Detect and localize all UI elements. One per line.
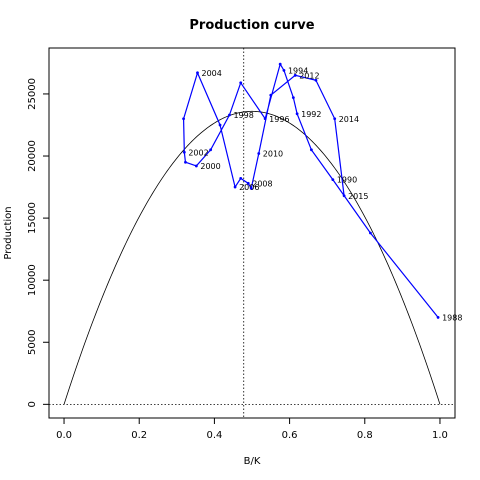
y-tick-label-15000: 15000 — [27, 202, 38, 234]
x-tick-label-0.4: 0.4 — [206, 430, 222, 441]
data-point-2001 — [184, 160, 187, 164]
point-label-2015: 2015 — [348, 192, 368, 201]
point-label-1988: 1988 — [442, 313, 462, 322]
point-label-2014: 2014 — [339, 115, 359, 124]
x-tick-label-1.0: 1.0 — [432, 430, 448, 441]
data-point-2007 — [239, 176, 243, 180]
data-point-2002 — [182, 150, 186, 154]
point-label-1992: 1992 — [301, 110, 321, 119]
data-point-2012 — [293, 73, 297, 77]
data-point-2003 — [182, 117, 185, 121]
data-point-1991 — [309, 148, 313, 152]
data-point-2014 — [333, 117, 337, 121]
data-point-1988 — [436, 316, 440, 319]
y-axis-label: Production — [3, 206, 14, 259]
point-label-1994: 1994 — [288, 66, 308, 75]
data-point-1998 — [228, 113, 231, 117]
data-point-1989 — [369, 231, 372, 235]
plot-frame — [48, 47, 456, 419]
data-point-2005 — [218, 123, 222, 127]
x-tick-label-0.0: 0.0 — [56, 430, 72, 441]
model-curve — [63, 110, 441, 405]
x-axis-label: B/K — [244, 456, 261, 467]
point-label-2000: 2000 — [200, 162, 220, 171]
data-point-1995 — [278, 62, 282, 66]
data-point-1990 — [331, 178, 335, 182]
data-point-1996 — [263, 117, 267, 121]
data-point-2004 — [196, 71, 199, 75]
point-label-2002: 2002 — [188, 148, 208, 157]
data-point-1992 — [295, 112, 299, 116]
point-label-1990: 1990 — [337, 176, 357, 185]
point-label-2010: 2010 — [263, 150, 283, 159]
y-tick-label-25000: 25000 — [27, 78, 38, 110]
data-point-2015 — [342, 194, 346, 198]
data-point-1997 — [239, 81, 243, 85]
point-label-2008: 2008 — [252, 179, 272, 188]
data-point-2000 — [194, 164, 198, 168]
point-label-1996: 1996 — [269, 115, 289, 124]
data-point-1994 — [282, 68, 286, 72]
y-tick-label-20000: 20000 — [27, 140, 38, 172]
data-point-2011 — [269, 93, 273, 97]
x-tick-label-0.2: 0.2 — [131, 430, 147, 441]
observed-series-line — [182, 62, 439, 318]
point-label-2012: 2012 — [299, 71, 319, 80]
point-label-1998: 1998 — [233, 111, 253, 120]
data-point-2006 — [233, 185, 237, 189]
chart-title: Production curve — [189, 18, 314, 33]
x-tick-label-0.6: 0.6 — [282, 430, 298, 441]
x-tick-label-0.8: 0.8 — [357, 430, 373, 441]
data-point-1999 — [209, 148, 213, 152]
data-point-2009 — [249, 186, 253, 190]
data-point-1993 — [291, 96, 295, 100]
plot-layer: 1988 1990 1992 1994 1996 1998 2000 2002 2004 2006… — [27, 47, 462, 441]
data-point-2013 — [314, 78, 318, 82]
data-point-2010 — [257, 152, 261, 155]
data-point-2008 — [246, 181, 250, 185]
y-tick-label-10000: 10000 — [27, 264, 38, 296]
y-tick-label-5000: 5000 — [27, 330, 38, 355]
point-label-2006: 2006 — [239, 183, 259, 192]
point-label-2004: 2004 — [201, 69, 221, 78]
y-tick-label-0: 0 — [27, 401, 38, 407]
